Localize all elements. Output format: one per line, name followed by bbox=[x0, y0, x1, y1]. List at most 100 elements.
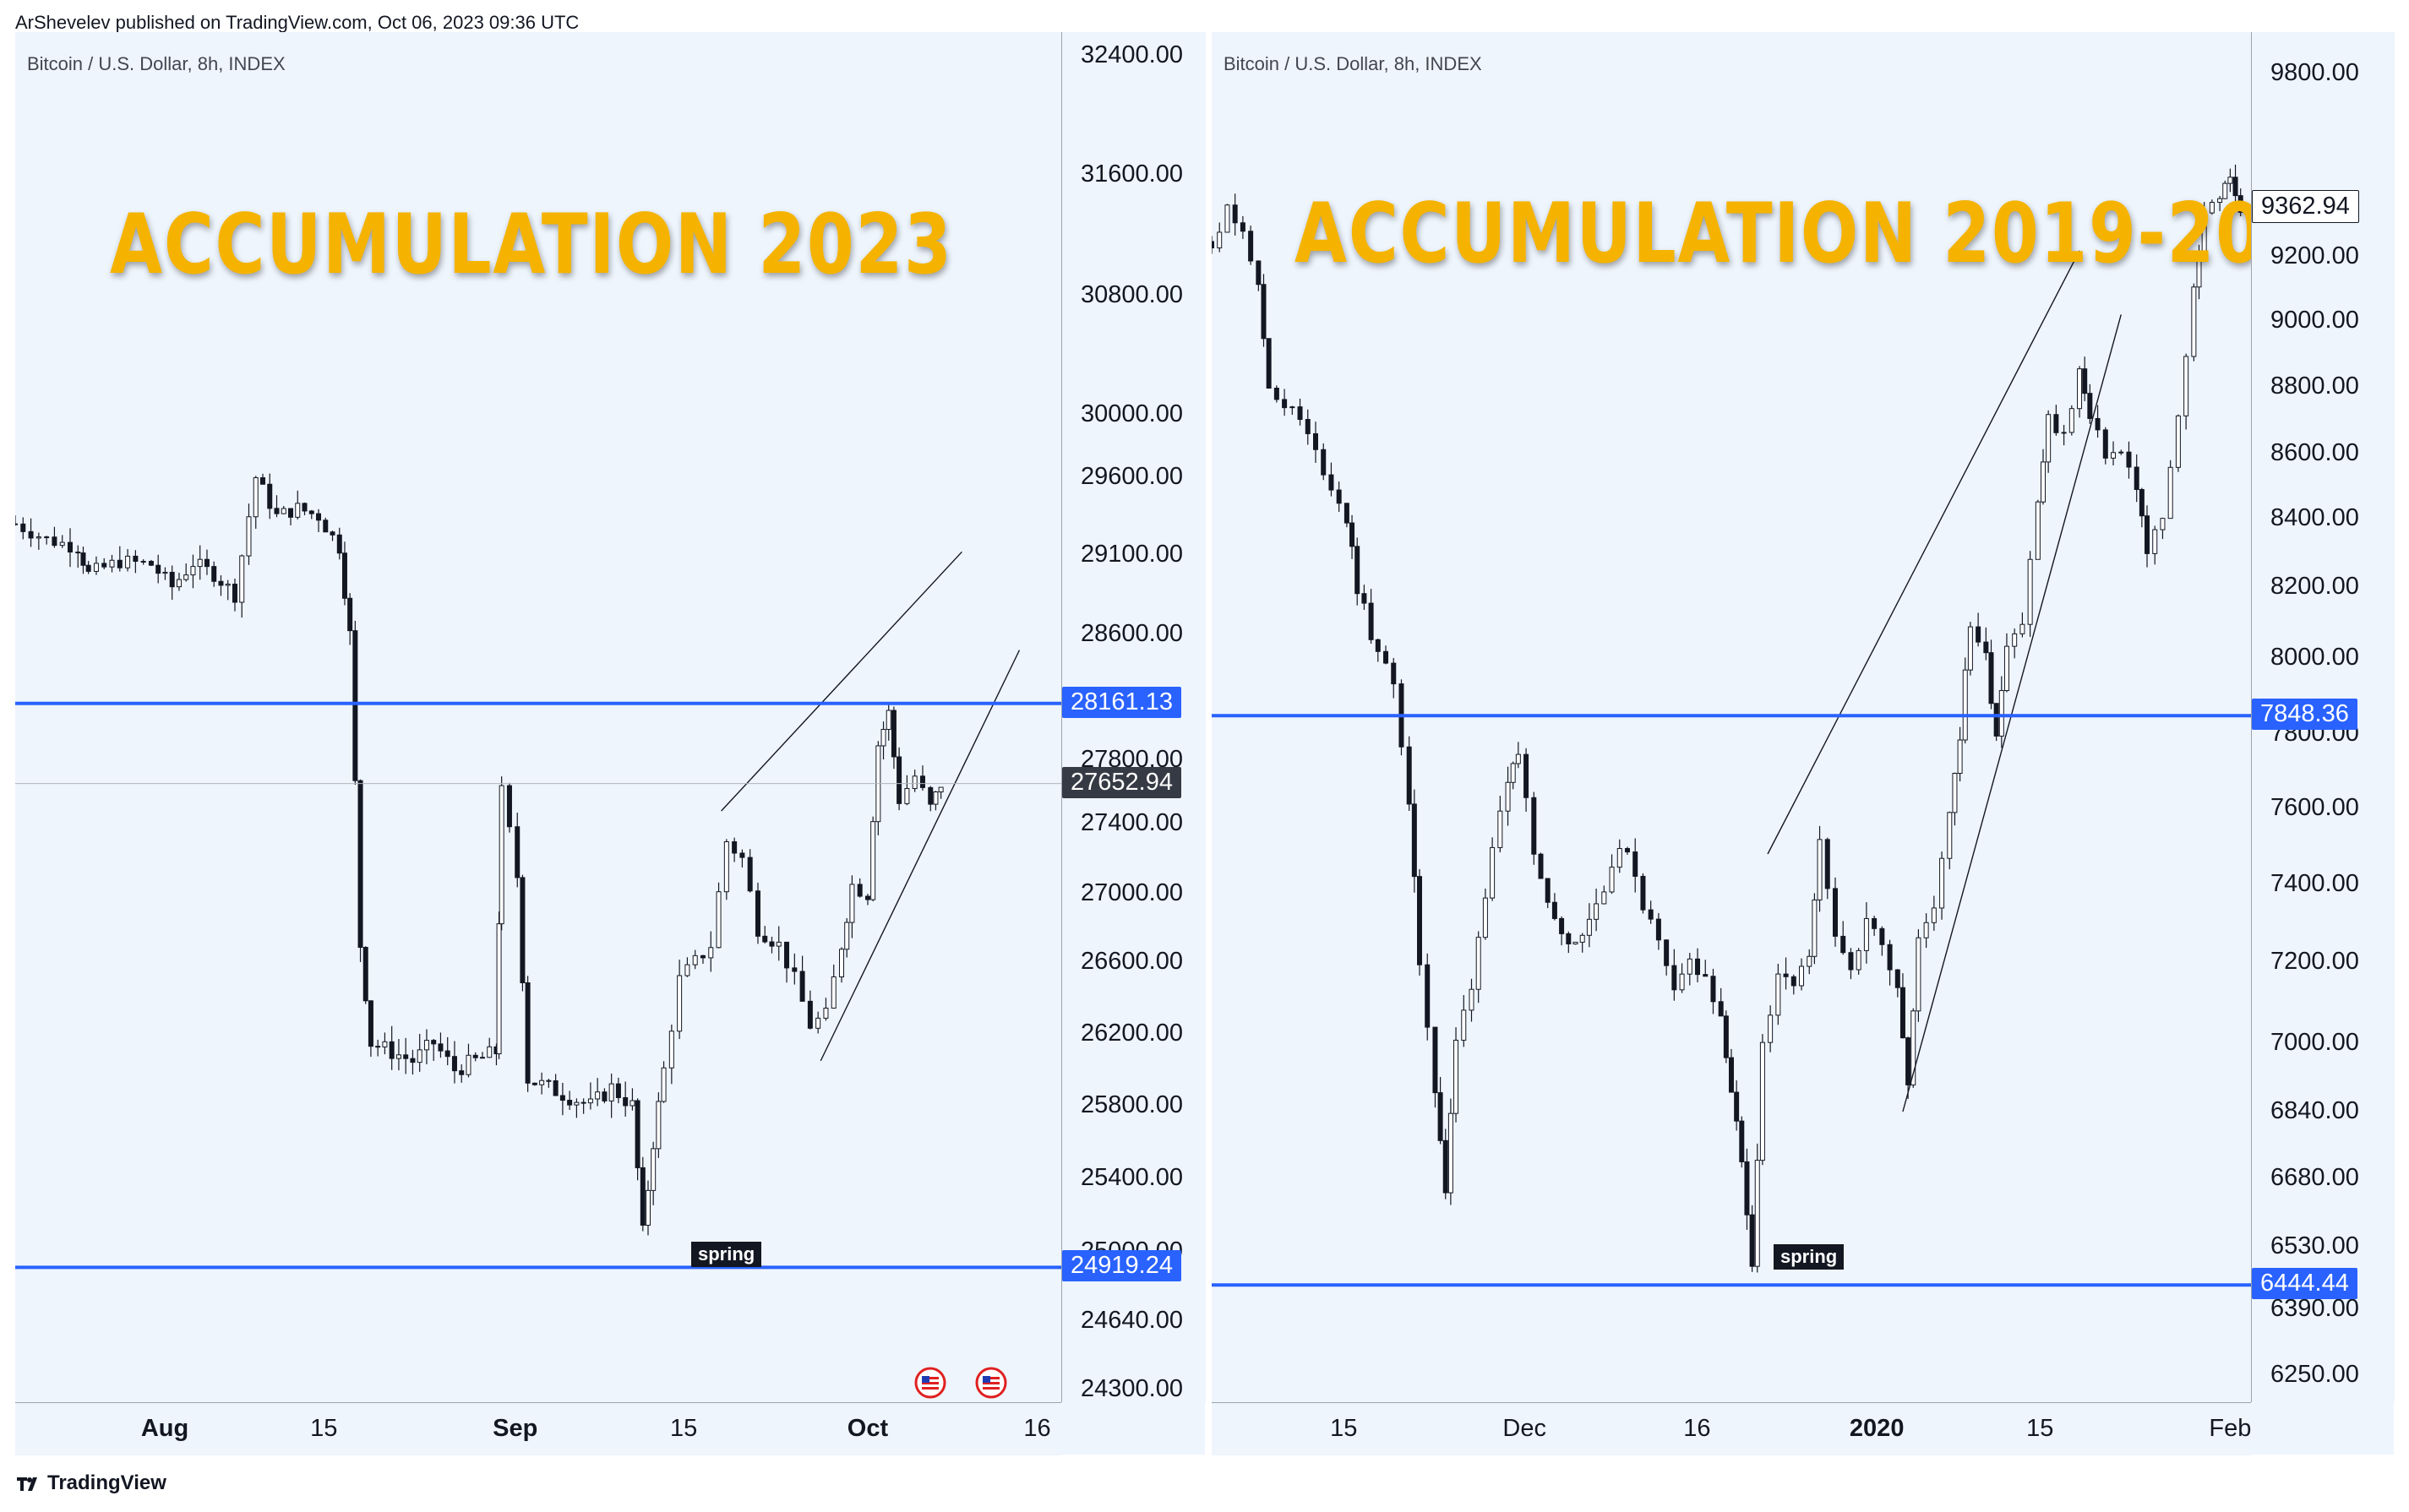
candle-body bbox=[1510, 763, 1516, 783]
candle-body bbox=[2082, 368, 2088, 394]
candle-body bbox=[148, 561, 154, 566]
plot-area[interactable]: Bitcoin / U.S. Dollar, 8h, INDEX ACCUMUL… bbox=[15, 32, 1061, 1402]
candle-body bbox=[1531, 797, 1537, 855]
candle-body bbox=[1939, 857, 1945, 909]
candle-body bbox=[1952, 772, 1958, 813]
price-axis[interactable]: 9800.00 9200.00 9000.00 8800.00 8600.00 8400.… bbox=[2251, 32, 2395, 1402]
candle-body bbox=[2111, 452, 2117, 459]
last-price-tag: 27652.94 bbox=[1062, 766, 1181, 798]
candle-body bbox=[403, 1054, 409, 1059]
candle-body bbox=[1824, 839, 1830, 889]
chart-title: ACCUMULATION 2019-20 bbox=[1294, 186, 2251, 282]
candlestick-chart-2019-20[interactable] bbox=[1212, 32, 2251, 1402]
candle-body bbox=[1375, 639, 1381, 652]
candle-body bbox=[870, 821, 876, 900]
candle-body bbox=[1515, 753, 1521, 764]
candle-body bbox=[651, 1148, 657, 1191]
chart-title: ACCUMULATION 2023 bbox=[110, 197, 953, 293]
candle-body bbox=[849, 884, 855, 923]
candle-body bbox=[259, 477, 265, 485]
candle-body bbox=[897, 756, 902, 804]
x-tick-label: Aug bbox=[140, 1415, 189, 1442]
candle-body bbox=[831, 976, 837, 1009]
y-tick-label: 8000.00 bbox=[2270, 644, 2359, 671]
candle-body bbox=[2227, 177, 2233, 184]
candle-body bbox=[395, 1054, 401, 1059]
us-flag-event-icon[interactable] bbox=[914, 1367, 946, 1399]
candle-body bbox=[267, 483, 273, 509]
candle-body bbox=[133, 555, 139, 563]
candle-body bbox=[2237, 195, 2243, 213]
x-tick-label: 15 bbox=[669, 1415, 698, 1442]
x-tick-label: 15 bbox=[310, 1415, 338, 1442]
x-tick-label: 16 bbox=[1683, 1415, 1711, 1442]
candle-body bbox=[438, 1043, 444, 1052]
candle-body bbox=[1368, 602, 1374, 640]
level-price-tag: 7848.36 bbox=[2252, 699, 2357, 731]
candle-body bbox=[815, 1017, 821, 1029]
plot-area[interactable]: Bitcoin / U.S. Dollar, 8h, INDEX ACCUMUL… bbox=[1212, 32, 2251, 1402]
candle-body bbox=[1923, 922, 1929, 938]
candle-body bbox=[2035, 501, 2041, 560]
candle-body bbox=[239, 555, 245, 603]
candle-body bbox=[1313, 432, 1318, 450]
candle-body bbox=[580, 1101, 586, 1104]
candle-body bbox=[52, 536, 57, 547]
candlestick-chart-2023[interactable] bbox=[15, 32, 1061, 1402]
candle-body bbox=[546, 1080, 552, 1082]
candle-body bbox=[1790, 976, 1796, 987]
candle-body bbox=[595, 1091, 601, 1100]
candle-body bbox=[176, 579, 182, 588]
candle-body bbox=[1905, 1037, 1911, 1085]
candle-body bbox=[1894, 969, 1900, 988]
candle-body bbox=[1799, 965, 1805, 987]
candle-body bbox=[880, 728, 886, 747]
trendline bbox=[820, 650, 1021, 1062]
candle-body bbox=[1432, 1026, 1438, 1094]
symbol-label: Bitcoin / U.S. Dollar, 8h, INDEX bbox=[1224, 53, 1482, 74]
price-axis[interactable]: 32400.00 31600.00 30800.00 30000.00 29600.00… bbox=[1061, 32, 1206, 1402]
candle-body bbox=[1840, 935, 1846, 954]
candle-body bbox=[708, 947, 714, 959]
candle-body bbox=[316, 513, 322, 521]
candle-body bbox=[587, 1098, 593, 1104]
time-axis[interactable]: 15 Dec 16 2020 15 Feb bbox=[1212, 1402, 2251, 1455]
y-tick-label: 8400.00 bbox=[2270, 504, 2359, 531]
candle-body bbox=[769, 941, 775, 947]
candle-body bbox=[933, 791, 939, 805]
candle-body bbox=[1594, 903, 1600, 920]
candle-body bbox=[2041, 461, 2046, 503]
candle-body bbox=[204, 558, 210, 568]
us-flag-event-icon[interactable] bbox=[975, 1367, 1007, 1399]
y-tick-label: 7200.00 bbox=[2270, 948, 2359, 975]
candle-body bbox=[288, 508, 294, 518]
time-axis[interactable]: Aug 15 Sep 15 Oct 16 bbox=[15, 1402, 1061, 1455]
candle-body bbox=[1916, 937, 1921, 1012]
candle-body bbox=[792, 967, 798, 972]
candle-body bbox=[553, 1080, 559, 1096]
candle-body bbox=[1734, 1091, 1740, 1122]
candle-body bbox=[1453, 1039, 1459, 1114]
y-tick-label: 9000.00 bbox=[2270, 307, 2359, 334]
candle-body bbox=[807, 1000, 813, 1029]
candle-body bbox=[451, 1056, 457, 1072]
candle-body bbox=[2087, 393, 2093, 419]
candle-body bbox=[93, 563, 99, 572]
candle-body bbox=[67, 541, 73, 553]
candle-body bbox=[615, 1083, 621, 1098]
candle-body bbox=[1572, 941, 1578, 944]
level-price-tag: 28161.13 bbox=[1062, 686, 1181, 718]
candle-body bbox=[762, 935, 768, 943]
candle-body bbox=[183, 574, 189, 580]
candle-body bbox=[15, 523, 18, 525]
candle-body bbox=[755, 890, 760, 937]
candle-body bbox=[2167, 466, 2173, 519]
candle-body bbox=[101, 563, 107, 568]
candle-body bbox=[1993, 703, 1999, 737]
candle-body bbox=[1768, 1014, 1774, 1043]
candle-body bbox=[2012, 633, 2018, 647]
tradingview-wordmark: TradingView bbox=[47, 1471, 166, 1494]
candle-body bbox=[1856, 949, 1861, 971]
candle-body bbox=[1321, 449, 1327, 476]
candle-body bbox=[1523, 753, 1529, 798]
